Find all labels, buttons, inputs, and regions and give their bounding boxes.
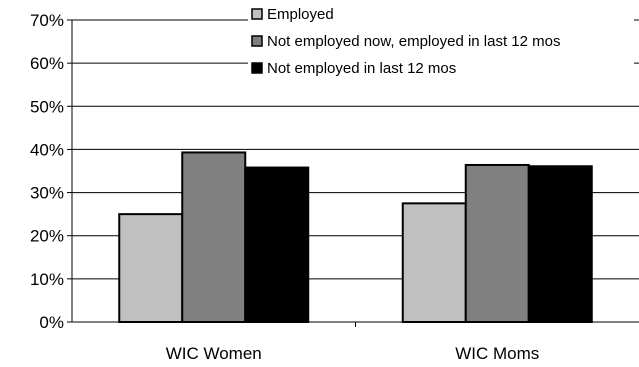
bars — [118, 151, 593, 324]
y-tick-label: 60% — [30, 54, 64, 73]
legend-label: Not employed in last 12 mos — [267, 60, 456, 77]
y-tick-label: 0% — [39, 313, 64, 332]
legend-label: Not employed now, employed in last 12 mo… — [267, 33, 561, 50]
x-category-label: WIC Women — [166, 344, 262, 363]
bar-not-employed-in-last-12-mos-wic-moms — [527, 165, 593, 323]
y-tick-label: 50% — [30, 97, 64, 116]
legend: Employed Not employed now, employed in la… — [248, 4, 634, 84]
bar-not-employed-in-last-12-mos-wic-women — [244, 166, 310, 323]
axes — [67, 19, 639, 327]
y-tick-label: 70% — [30, 11, 64, 30]
legend-swatch — [251, 8, 263, 20]
bar-not-employed-now-employed-in-last-12-mos-wic-women — [181, 151, 247, 323]
legend-swatch — [251, 62, 263, 74]
y-tick-label: 20% — [30, 227, 64, 246]
bar-employed-wic-moms — [401, 202, 467, 324]
bar-not-employed-now-employed-in-last-12-mos-wic-moms — [464, 163, 530, 323]
legend-swatch — [251, 35, 263, 47]
y-tick-label: 40% — [30, 140, 64, 159]
legend-background — [248, 4, 634, 84]
x-category-labels: WIC Women WIC Moms — [166, 344, 540, 363]
y-tick-labels: 0% 10% 20% 30% 40% 50% 60% 70% — [30, 11, 64, 332]
legend-label: Employed — [267, 6, 334, 23]
x-category-label: WIC Moms — [455, 344, 539, 363]
bar-employed-wic-women — [118, 213, 184, 323]
y-tick-label: 10% — [30, 270, 64, 289]
y-tick-label: 30% — [30, 184, 64, 203]
